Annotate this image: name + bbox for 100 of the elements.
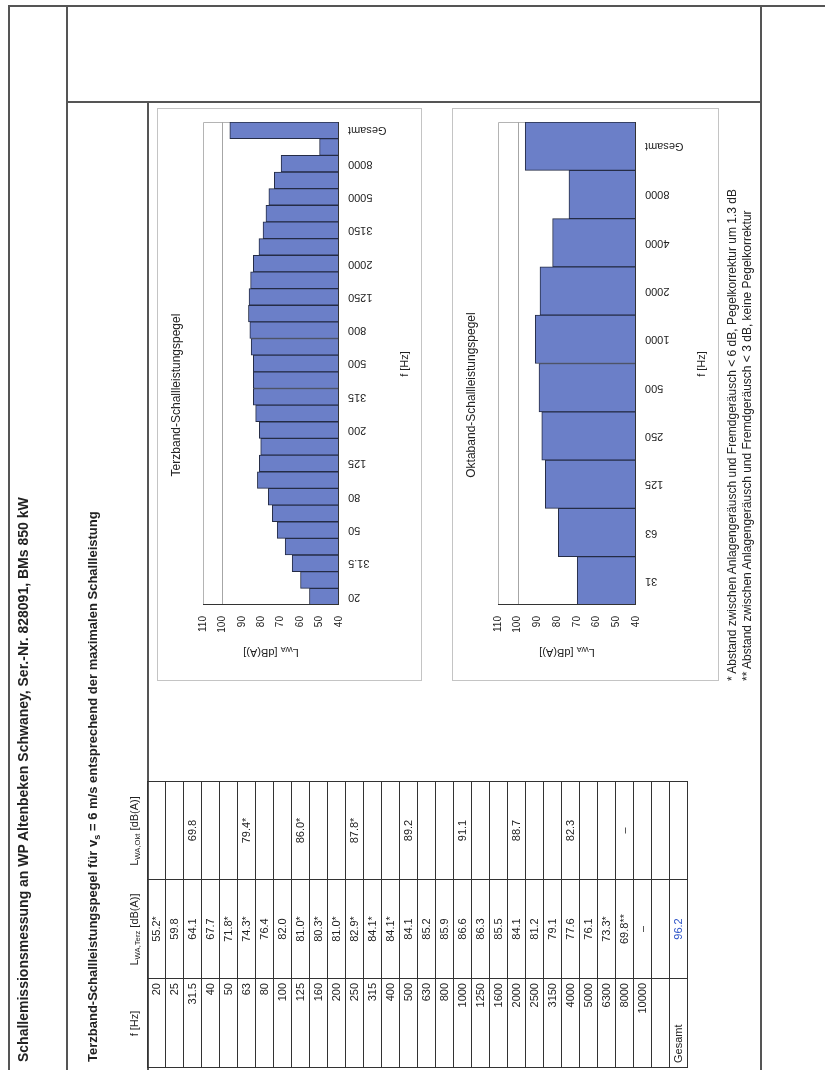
x-tick-label: 60 bbox=[590, 615, 602, 628]
data-label: 82.3 bbox=[561, 781, 580, 880]
category-label: 4000 bbox=[561, 978, 580, 1068]
data-label: 86.3 bbox=[471, 879, 490, 979]
data-label: 96.2 bbox=[669, 879, 688, 979]
data-label: 76.1 bbox=[579, 879, 598, 979]
x-tick-label: 100 bbox=[511, 615, 523, 633]
y-tick-label: 3150 bbox=[348, 225, 373, 238]
x-tick-label: 60 bbox=[293, 615, 305, 628]
data-label: 73.3* bbox=[597, 879, 616, 979]
data-label: 84.1 bbox=[399, 879, 418, 979]
data-label: 77.6 bbox=[561, 879, 580, 979]
y-tick-label: 2000 bbox=[348, 258, 373, 271]
data-label: 87.8* bbox=[345, 781, 364, 880]
x-tick-label: 80 bbox=[255, 615, 267, 628]
category-label: 1600 bbox=[489, 978, 508, 1068]
data-label: 86.6 bbox=[453, 879, 472, 979]
x-tick-label: 70 bbox=[570, 615, 582, 628]
category-label: 100 bbox=[273, 978, 292, 1068]
x-tick-label: 50 bbox=[313, 615, 325, 628]
data-label: 89.2 bbox=[399, 781, 418, 880]
text: * Abstand zwischen Anlagengeräusch und Fremdgeräusch < 6 dB, Pegelkorrektur um 1.3 dB bbox=[725, 189, 740, 681]
data-label: – bbox=[615, 781, 634, 880]
category-label: 40 bbox=[201, 978, 220, 1068]
data-label: 82.0 bbox=[273, 879, 292, 979]
y-tick-label: 200 bbox=[348, 425, 367, 438]
x-tick-label: 50 bbox=[610, 615, 622, 628]
category-label: 2000 bbox=[507, 978, 526, 1068]
y-tick-label: 31.5 bbox=[348, 558, 370, 571]
y-axis-title: f [Hz] bbox=[397, 350, 411, 377]
category-label: 10000 bbox=[633, 978, 652, 1068]
y-tick-label: 4000 bbox=[645, 237, 670, 250]
data-label: 69.8 bbox=[183, 781, 202, 880]
data-label: 81.0* bbox=[291, 879, 310, 979]
data-label: – bbox=[633, 879, 652, 979]
category-label: 80 bbox=[255, 978, 274, 1068]
data-label: 88.7 bbox=[507, 781, 526, 880]
x-tick-label: 110 bbox=[196, 615, 208, 632]
data-label: 85.9 bbox=[435, 879, 454, 979]
category-label: 50 bbox=[219, 978, 238, 1068]
data-label: 84.1* bbox=[381, 879, 400, 979]
category-label: 160 bbox=[309, 978, 328, 1068]
y-tick-label: 20 bbox=[348, 591, 361, 604]
data-label: 64.1 bbox=[183, 879, 202, 979]
x-tick-label: 90 bbox=[531, 615, 543, 628]
data-label: 69.8** bbox=[615, 879, 634, 979]
y-tick-label: 500 bbox=[348, 358, 367, 371]
text: Terzband-Schallleistungspegel bbox=[169, 313, 184, 476]
category-label: 63 bbox=[237, 978, 256, 1068]
data-label: 80.3* bbox=[309, 879, 328, 979]
data-label: 81.2 bbox=[525, 879, 544, 979]
y-tick-label: Gesamt bbox=[348, 125, 387, 138]
data-label: 91.1 bbox=[453, 781, 472, 880]
data-label: 86.0* bbox=[291, 781, 310, 880]
y-tick-label: 5000 bbox=[348, 191, 373, 204]
y-tick-label: 80 bbox=[348, 491, 361, 504]
text: ** Abstand zwischen Anlagengeräusch und Fremdgeräusch < 3 dB, keine Pegelkorrektur bbox=[740, 210, 755, 681]
data-label: 85.5 bbox=[489, 879, 508, 979]
category-label: 5000 bbox=[579, 978, 598, 1068]
category-label: 6300 bbox=[597, 978, 616, 1068]
data-label: 79.1 bbox=[543, 879, 562, 979]
category-label: 1250 bbox=[471, 978, 490, 1068]
y-tick-label: 250 bbox=[645, 430, 664, 443]
category-label: 1000 bbox=[453, 978, 472, 1068]
data-label: 81.0* bbox=[327, 879, 346, 979]
data-label: 74.3* bbox=[237, 879, 256, 979]
data-label: 59.8 bbox=[165, 879, 184, 979]
x-tick-label: 40 bbox=[629, 615, 641, 628]
x-tick-label: 80 bbox=[550, 615, 562, 628]
y-tick-label: Gesamt bbox=[645, 141, 684, 154]
category-label: 800 bbox=[435, 978, 454, 1068]
y-tick-label: 31 bbox=[645, 575, 658, 588]
category-label: 2500 bbox=[525, 978, 544, 1068]
data-label: 55.2* bbox=[147, 879, 166, 979]
category-label: 25 bbox=[165, 978, 184, 1068]
data-label: 79.4* bbox=[237, 781, 256, 880]
x-tick-label: 90 bbox=[235, 615, 247, 628]
x-tick-label: 40 bbox=[332, 615, 344, 628]
category-label: 400 bbox=[381, 978, 400, 1068]
y-tick-label: 50 bbox=[348, 525, 361, 538]
y-tick-label: 1250 bbox=[348, 291, 373, 304]
x-tick-label: 70 bbox=[274, 615, 286, 628]
category-label: 20 bbox=[147, 978, 166, 1068]
y-tick-label: 8000 bbox=[645, 189, 670, 202]
data-label: 84.1* bbox=[363, 879, 382, 979]
x-tick-label: 100 bbox=[216, 615, 228, 633]
y-tick-label: 63 bbox=[645, 527, 658, 540]
text: Schallemissionsmessung an WP Altenbeken Schwaney, Ser.-Nr. 828091, BMs 850 kW bbox=[15, 497, 32, 1062]
text: Oktaband-Schallleistungspegel bbox=[464, 311, 479, 478]
data-label: 85.2 bbox=[417, 879, 436, 979]
text: f [Hz] bbox=[128, 1009, 141, 1039]
data-label: 67.7 bbox=[201, 879, 220, 979]
category-label: 31.5 bbox=[183, 978, 202, 1068]
y-tick-label: 2000 bbox=[645, 286, 670, 299]
category-label: 3150 bbox=[543, 978, 562, 1068]
y-tick-label: 315 bbox=[348, 391, 367, 404]
y-tick-label: 8000 bbox=[348, 158, 373, 171]
y-tick-label: 125 bbox=[348, 458, 367, 471]
y-tick-label: 500 bbox=[645, 382, 664, 395]
category-label: 630 bbox=[417, 978, 436, 1068]
